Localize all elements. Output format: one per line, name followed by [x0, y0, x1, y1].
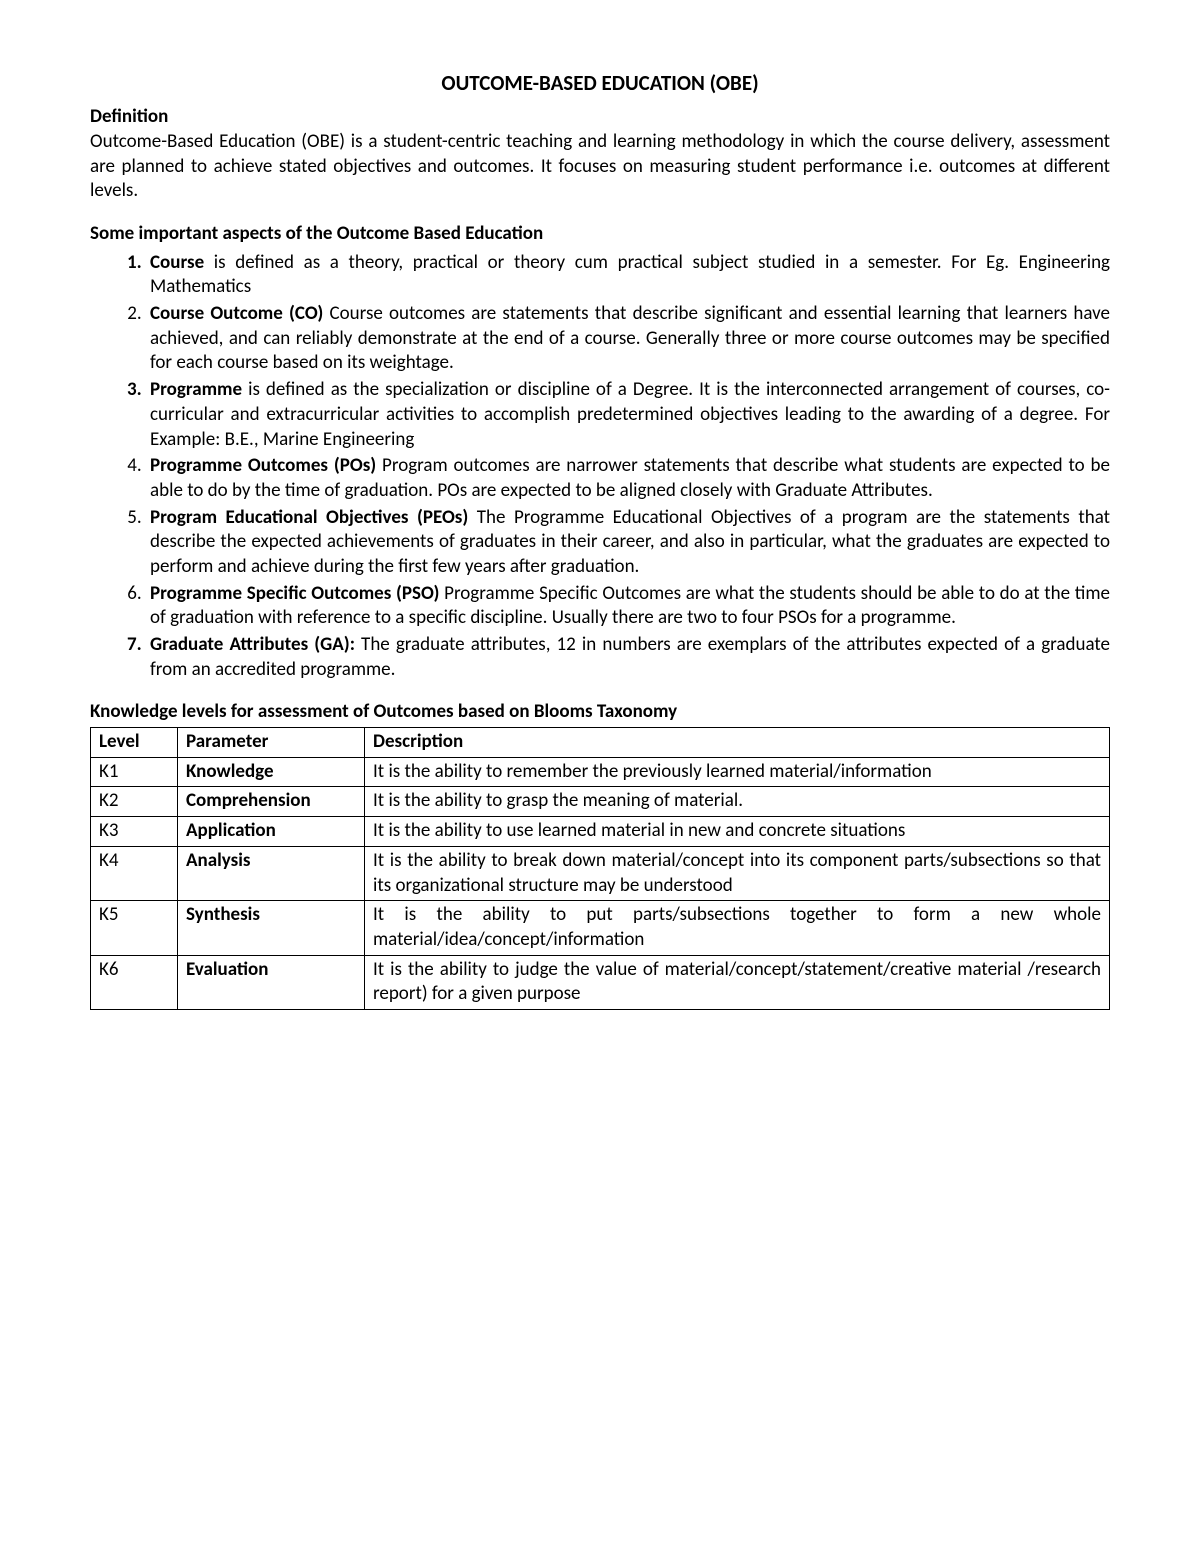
list-item: Programme Outcomes (POs) Program outcome… [146, 454, 1110, 503]
cell-description: It is the ability to use learned materia… [365, 817, 1110, 847]
col-level: Level [91, 728, 178, 758]
cell-level: K6 [91, 955, 178, 1009]
cell-description: It is the ability to judge the value of … [365, 955, 1110, 1009]
aspect-term: Course [150, 251, 204, 274]
cell-description: It is the ability to remember the previo… [365, 757, 1110, 787]
aspects-heading: Some important aspects of the Outcome Ba… [90, 222, 1110, 247]
cell-level: K4 [91, 846, 178, 900]
cell-parameter: Knowledge [178, 757, 365, 787]
cell-level: K3 [91, 817, 178, 847]
table-row: K1KnowledgeIt is the ability to remember… [91, 757, 1110, 787]
list-item: Course is defined as a theory, practical… [146, 251, 1110, 300]
col-description: Description [365, 728, 1110, 758]
cell-level: K1 [91, 757, 178, 787]
table-row: K2ComprehensionIt is the ability to gras… [91, 787, 1110, 817]
cell-parameter: Evaluation [178, 955, 365, 1009]
list-item: Programme is defined as the specializati… [146, 378, 1110, 452]
list-item: Program Educational Objectives (PEOs) Th… [146, 506, 1110, 580]
cell-parameter: Analysis [178, 846, 365, 900]
col-parameter: Parameter [178, 728, 365, 758]
aspect-term: Programme Outcomes (POs) [150, 454, 376, 477]
cell-description: It is the ability to put parts/subsectio… [365, 901, 1110, 955]
cell-description: It is the ability to break down material… [365, 846, 1110, 900]
aspect-term: Programme Specific Outcomes (PSO) [150, 582, 439, 605]
aspects-list: Course is defined as a theory, practical… [90, 251, 1110, 683]
cell-parameter: Synthesis [178, 901, 365, 955]
definition-text: Outcome-Based Education (OBE) is a stude… [90, 130, 1110, 204]
page-title: OUTCOME-BASED EDUCATION (OBE) [90, 70, 1110, 97]
aspect-term: Graduate Attributes (GA): [150, 633, 355, 656]
cell-parameter: Application [178, 817, 365, 847]
table-row: K4AnalysisIt is the ability to break dow… [91, 846, 1110, 900]
list-item: Course Outcome (CO) Course outcomes are … [146, 302, 1110, 376]
table-row: K6EvaluationIt is the ability to judge t… [91, 955, 1110, 1009]
cell-level: K5 [91, 901, 178, 955]
table-row: K3ApplicationIt is the ability to use le… [91, 817, 1110, 847]
cell-parameter: Comprehension [178, 787, 365, 817]
cell-description: It is the ability to grasp the meaning o… [365, 787, 1110, 817]
aspect-term: Program Educational Objectives (PEOs) [150, 506, 468, 529]
aspect-text: is defined as a theory, practical or the… [150, 251, 1110, 299]
list-item: Programme Specific Outcomes (PSO) Progra… [146, 582, 1110, 631]
table-row: K5SynthesisIt is the ability to put part… [91, 901, 1110, 955]
list-item: Graduate Attributes (GA): The graduate a… [146, 633, 1110, 682]
aspect-term: Course Outcome (CO) [150, 302, 323, 325]
table-heading: Knowledge levels for assessment of Outco… [90, 700, 1110, 725]
blooms-table: Level Parameter Description K1KnowledgeI… [90, 727, 1110, 1010]
table-header-row: Level Parameter Description [91, 728, 1110, 758]
aspect-text: is defined as the specialization or disc… [150, 378, 1110, 450]
definition-heading: Definition [90, 105, 1110, 130]
cell-level: K2 [91, 787, 178, 817]
aspect-term: Programme [150, 378, 242, 401]
